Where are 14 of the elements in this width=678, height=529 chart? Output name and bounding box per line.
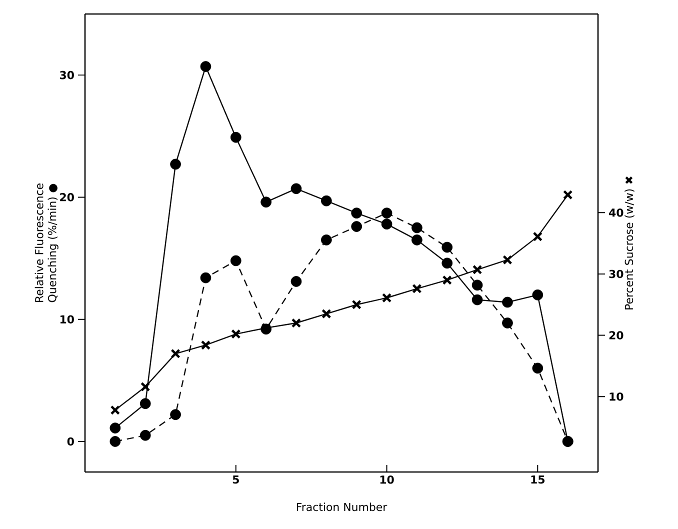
y2-axis-title: Percent Sucrose (w/w) ✖: [624, 176, 634, 310]
y-tick-label: 10: [60, 315, 74, 324]
x-tick-label: 5: [232, 476, 239, 484]
x-tick-label: 10: [380, 476, 394, 484]
y-axis-title: Relative Fluorescence Quenching (%/min) ●: [34, 184, 58, 302]
x-tick-label: 15: [531, 476, 545, 484]
y-tick-label: 20: [60, 193, 74, 202]
y2-tick-label: 20: [609, 331, 624, 340]
y-tick-label: 30: [60, 70, 74, 80]
y-tick-label: 0: [67, 437, 74, 446]
y2-tick-label: 10: [610, 392, 624, 401]
x-axis-title: Fraction Number: [296, 502, 388, 512]
y2-tick-label: 30: [609, 270, 624, 278]
y2-tick-label: 40: [609, 208, 624, 217]
